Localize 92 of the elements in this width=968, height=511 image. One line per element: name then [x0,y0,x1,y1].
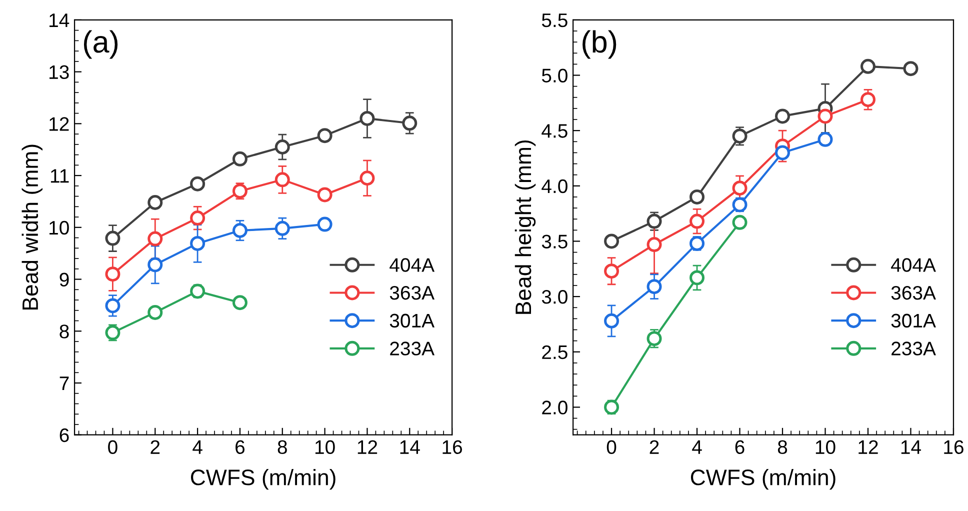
point [903,61,918,76]
point [732,214,748,230]
point [860,92,876,108]
point [232,184,248,199]
y-tick-label: 3.5 [542,234,568,248]
y-tick-label: 12 [50,117,69,131]
x-tick-label: 6 [735,440,744,454]
point [274,172,290,188]
x-tick-label: 16 [442,440,462,454]
point [604,234,620,249]
point [860,58,876,74]
x-tick-label: 6 [236,440,245,454]
point [732,180,748,196]
point [190,284,206,299]
y-tick-label: 2.5 [542,345,568,360]
point [690,214,705,229]
y-tick-label: 8 [60,324,69,338]
point [690,189,705,204]
point [646,237,662,252]
legend-label: 301A [891,314,936,328]
y-tick-label: 4.0 [542,179,568,194]
point [105,266,120,282]
x-tick-label: 12 [858,440,878,454]
point [818,108,833,124]
point [232,151,248,166]
legend-label: 404A [891,258,936,272]
annotation: (b) [582,30,616,59]
point [148,195,163,210]
x-tick-label: 10 [315,440,335,454]
y-tick-label: 3.0 [542,290,568,304]
legend-label: 363A [390,286,435,300]
point [232,223,248,238]
point [274,220,290,236]
point [646,279,662,294]
point [775,145,790,160]
x-tick-label: 8 [778,440,788,454]
y-tick-label: 2.0 [542,400,568,414]
x-tick-label: 2 [150,440,160,454]
y-tick-label: 7 [60,376,69,390]
point [646,331,662,346]
x-tick-label: 2 [650,440,659,454]
legend-label: 404A [390,258,435,272]
y-tick-label: 13 [50,65,69,80]
y-axis-title: Bead height (mm) [514,140,536,314]
point [148,231,163,246]
x-tick-label: 12 [358,440,378,454]
point [148,304,163,320]
legend-label: 233A [390,342,435,356]
point [360,110,375,126]
x-tick-label: 0 [108,440,118,454]
x-tick-label: 16 [944,440,964,454]
x-tick-label: 14 [901,440,921,454]
point [148,257,163,272]
point [690,270,705,286]
point [190,210,206,226]
point [105,298,120,314]
y-tick-label: 9 [60,272,69,286]
point [604,264,620,279]
legend-label: 233A [892,342,936,356]
annotation: (a) [84,30,118,59]
point [317,216,332,232]
point [232,295,248,310]
point [105,230,120,246]
point [317,187,332,202]
x-axis-title: CWFS (m/min) [690,468,836,490]
point [690,236,705,251]
x-axis-title: CWFS (m/min) [190,468,336,490]
x-tick-label: 4 [692,440,702,454]
y-tick-label: 4.5 [542,124,568,138]
y-tick-label: 5.5 [542,14,568,28]
x-tick-label: 8 [278,440,287,454]
y-tick-label: 5.0 [542,68,568,82]
x-tick-label: 10 [816,440,836,454]
point [604,313,620,328]
point [190,176,206,192]
point [604,400,620,415]
x-tick-label: 14 [400,440,420,454]
x-tick-label: 0 [606,440,616,454]
point [402,116,418,131]
point [775,108,790,124]
point [274,140,290,154]
y-tick-label: 10 [50,220,69,235]
legend-label: 363A [891,286,936,300]
y-axis-title: Bead width (mm) [22,144,42,310]
y-tick-label: 14 [50,14,70,27]
point [190,236,206,251]
legend-label: 301A [390,314,435,328]
point [360,170,375,186]
y-tick-label: 11 [50,169,69,183]
y-tick-label: 6 [60,428,69,442]
x-tick-label: 4 [192,440,202,454]
point [317,128,332,144]
